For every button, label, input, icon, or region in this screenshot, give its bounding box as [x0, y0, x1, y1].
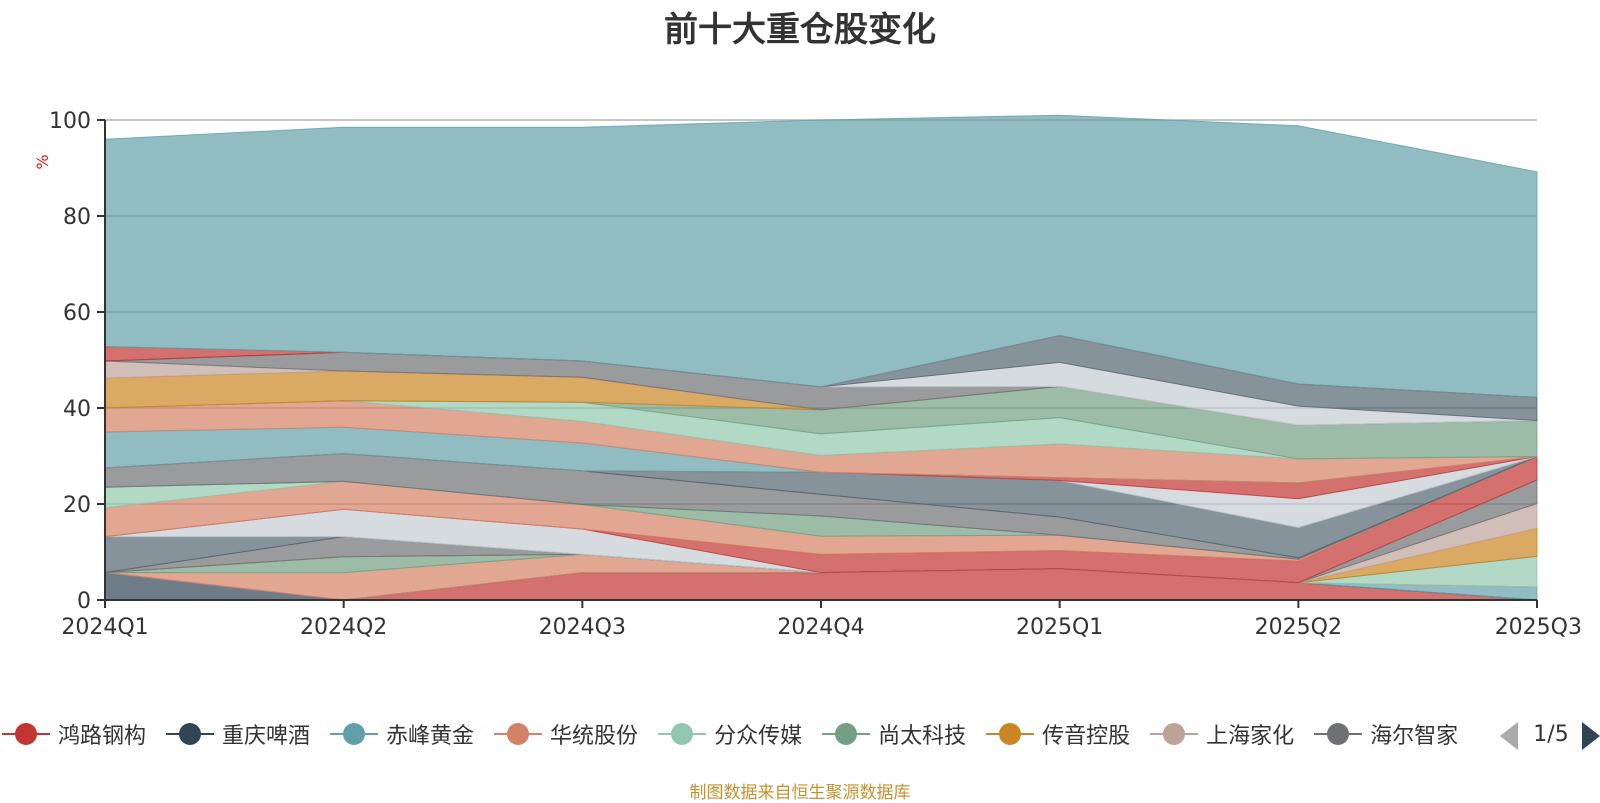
legend-marker-icon [1150, 723, 1199, 745]
legend-label: 上海家化 [1206, 724, 1295, 749]
y-tick-label: 80 [63, 205, 91, 230]
legend-label: 分众传媒 [714, 724, 803, 749]
axes: 0 20 40 60 80 100 2024Q1 2024Q2 2024Q3 2024Q4 2025… [49, 109, 1582, 640]
legend-item[interactable]: 海尔智家 [1312, 716, 1458, 752]
legend-item[interactable]: 尚太科技 [820, 716, 966, 752]
legend-marker-icon [822, 723, 871, 745]
legend-marker-icon [494, 723, 543, 745]
y-tick-label: 40 [63, 397, 91, 422]
x-tick-label: 2025Q2 [1255, 615, 1342, 640]
legend-next-arrow-icon[interactable] [1582, 722, 1600, 750]
y-tick-label: 20 [63, 493, 91, 518]
y-tick-label: 60 [63, 301, 91, 326]
legend-marker-icon [658, 723, 707, 745]
legend-label: 传音控股 [1042, 724, 1131, 749]
legend-page-indicator: 1/5 [1533, 722, 1569, 747]
legend-item[interactable]: 上海家化 [1148, 716, 1294, 752]
legend-marker-icon [166, 723, 215, 745]
x-tick-label: 2024Q3 [539, 615, 626, 640]
legend-label: 重庆啤酒 [222, 724, 311, 749]
legend-prev-arrow-icon[interactable] [1500, 722, 1518, 750]
chart-title: 前十大重仓股变化 [664, 10, 936, 50]
legend-label: 鸿路钢构 [58, 724, 147, 749]
legend-item[interactable]: 重庆啤酒 [164, 716, 310, 752]
legend-label: 华统股份 [550, 724, 639, 749]
legend-marker-icon [1314, 723, 1363, 745]
legend-pager: 1/5 [1500, 718, 1600, 752]
legend-item[interactable]: 华统股份 [492, 716, 638, 752]
x-tick-label: 2024Q1 [61, 615, 148, 640]
x-tick-label: 2024Q2 [300, 615, 387, 640]
y-axis-unit-label: % [33, 154, 52, 169]
legend-label: 赤峰黄金 [386, 724, 475, 749]
legend-item[interactable]: 赤峰黄金 [328, 716, 474, 752]
legend-label: 尚太科技 [878, 724, 967, 749]
legend: 鸿路钢构 重庆啤酒 赤峰黄金 华统股份 分众传媒 尚太科技 传音控股 上海家化 海尔智家 [0, 716, 1490, 752]
y-tick-label: 100 [49, 109, 91, 134]
legend-marker-icon [2, 723, 50, 745]
x-tick-label: 2025Q3 [1495, 615, 1582, 640]
x-tick-label: 2025Q1 [1016, 615, 1103, 640]
legend-marker-icon [986, 723, 1035, 745]
source-note: 制图数据来自恒生聚源数据库 [689, 783, 911, 803]
y-tick-label: 0 [77, 589, 91, 614]
legend-items: 鸿路钢构 重庆啤酒 赤峰黄金 华统股份 分众传媒 尚太科技 传音控股 上海家化 海尔智家 [0, 716, 1476, 752]
legend-label: 海尔智家 [1370, 724, 1459, 749]
x-tick-label: 2024Q4 [777, 615, 864, 640]
area-series-30[interactable] [104, 114, 1538, 398]
legend-item[interactable]: 鸿路钢构 [0, 716, 146, 752]
area-series-group [104, 114, 1538, 601]
legend-item[interactable]: 分众传媒 [656, 716, 802, 752]
legend-item[interactable]: 传音控股 [984, 716, 1130, 752]
legend-marker-icon [330, 723, 379, 745]
